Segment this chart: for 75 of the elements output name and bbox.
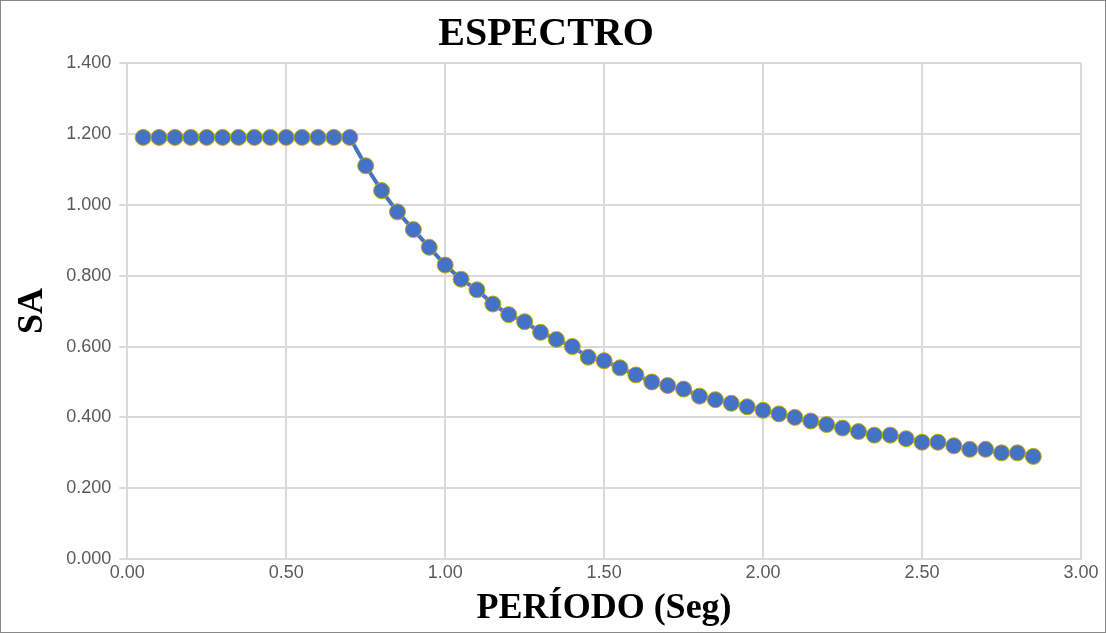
point xyxy=(706,391,724,409)
point xyxy=(134,128,152,146)
point xyxy=(945,437,963,455)
point xyxy=(373,182,391,200)
point xyxy=(929,433,947,451)
point xyxy=(802,412,820,430)
y-tick-label: 0.200 xyxy=(66,477,112,498)
x-tick-label: 3.00 xyxy=(1063,561,1099,582)
point xyxy=(309,128,327,146)
point xyxy=(675,380,693,398)
point xyxy=(595,352,613,370)
y-axis-title: SA xyxy=(9,288,50,335)
x-tick-label: 0.50 xyxy=(268,561,304,582)
x-tick-label: 1.50 xyxy=(586,561,622,582)
y-tick-label: 0.600 xyxy=(66,335,112,356)
point xyxy=(754,401,772,419)
point xyxy=(182,128,200,146)
chart-title: ESPECTRO xyxy=(438,9,654,55)
y-tick-label: 1.000 xyxy=(66,193,112,214)
point xyxy=(659,377,677,395)
point xyxy=(261,128,279,146)
point xyxy=(818,416,836,434)
x-tick-label: 1.00 xyxy=(427,561,463,582)
point xyxy=(357,157,375,175)
point xyxy=(516,313,534,331)
x-tick-label: 0.00 xyxy=(109,561,145,582)
point xyxy=(532,323,550,341)
point xyxy=(643,373,661,391)
y-tick-label: 1.200 xyxy=(66,122,112,143)
point xyxy=(293,128,311,146)
y-tick-label: 0.800 xyxy=(66,264,112,285)
point xyxy=(341,128,359,146)
point xyxy=(484,295,502,313)
point xyxy=(1008,444,1026,462)
point xyxy=(579,348,597,366)
point xyxy=(388,203,406,221)
point xyxy=(198,128,216,146)
point xyxy=(404,221,422,239)
point xyxy=(420,238,438,256)
point xyxy=(611,359,629,377)
point xyxy=(325,128,343,146)
point xyxy=(961,440,979,458)
point xyxy=(547,330,565,348)
point xyxy=(881,426,899,444)
point xyxy=(230,128,248,146)
point xyxy=(993,444,1011,462)
point xyxy=(738,398,756,416)
point xyxy=(500,306,518,324)
point xyxy=(245,128,263,146)
y-tick-label: 1.400 xyxy=(66,51,112,72)
point xyxy=(770,405,788,423)
point xyxy=(834,419,852,437)
point xyxy=(166,128,184,146)
point xyxy=(865,426,883,444)
point xyxy=(897,430,915,448)
point xyxy=(786,408,804,426)
point xyxy=(977,440,995,458)
point xyxy=(1024,447,1042,465)
point xyxy=(436,256,454,274)
point xyxy=(722,394,740,412)
x-axis-title: PERÍODO (Seg) xyxy=(476,585,732,626)
point xyxy=(452,270,470,288)
x-tick-label: 2.00 xyxy=(745,561,781,582)
point xyxy=(214,128,232,146)
y-tick-label: 0.000 xyxy=(66,548,112,569)
point xyxy=(563,338,581,356)
point xyxy=(913,433,931,451)
point xyxy=(627,366,645,384)
point xyxy=(150,128,168,146)
point xyxy=(468,281,486,299)
point xyxy=(277,128,295,146)
y-tick-label: 0.400 xyxy=(66,406,112,427)
point xyxy=(849,423,867,441)
point xyxy=(691,387,708,405)
x-tick-label: 2.50 xyxy=(904,561,940,582)
